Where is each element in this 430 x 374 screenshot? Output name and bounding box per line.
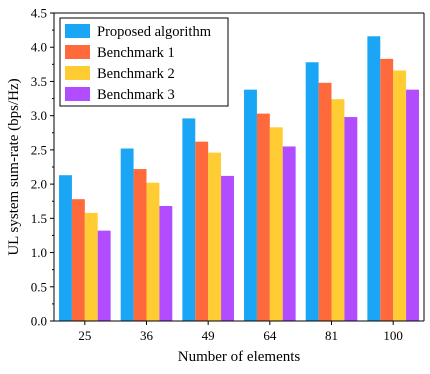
x-tick-label-25: 25 [78,328,91,343]
bar-benchmark-3-25 [97,230,111,321]
bar-proposed-algorithm-25 [59,175,72,321]
bar-benchmark-2-49 [208,152,222,321]
x-tick-label-64: 64 [263,328,277,343]
bar-proposed-algorithm-36 [120,148,134,321]
legend-swatch-2 [65,66,90,80]
legend: Proposed algorithm Benchmark 1 Benchmark 2… [59,17,229,107]
legend-swatch-0 [65,24,90,38]
y-tick-label-0.0: 0.0 [31,314,47,329]
x-tick-label-49: 49 [202,328,215,343]
legend-label-3: Benchmark 3 [97,87,175,103]
legend-label-0: Proposed algorithm [97,24,212,40]
x-tick-label-100: 100 [383,328,403,343]
bar-proposed-algorithm-49 [182,118,196,322]
legend-label-1: Benchmark 1 [97,45,175,61]
legend-swatch-3 [65,87,90,101]
bar-proposed-algorithm-64 [244,89,257,321]
x-axis-label: Number of elements [178,349,301,365]
bar-benchmark-3-64 [282,146,296,321]
bar-benchmark-2-36 [146,182,160,321]
bar-benchmark-2-100 [393,70,407,322]
y-tick-label-3.5: 3.5 [31,74,47,89]
x-tick-label-81: 81 [325,328,338,343]
y-tick-label-4.0: 4.0 [31,40,47,55]
bar-benchmark-2-81 [331,99,345,322]
bar-benchmark-1-49 [195,141,209,321]
bar-benchmark-3-100 [406,89,419,321]
x-tick-label-36: 36 [140,328,154,343]
bar-benchmark-2-25 [84,212,98,321]
bar-benchmark-3-49 [221,175,234,321]
y-axis-label: UL system sum-rate (bps/Hz) [6,78,22,255]
y-tick-label-1.5: 1.5 [31,211,47,226]
legend-label-2: Benchmark 2 [97,66,175,82]
bar-benchmark-1-100 [380,58,394,322]
bar-benchmark-1-25 [71,199,85,321]
bar-benchmark-1-64 [256,113,270,321]
y-tick-label-0.5: 0.5 [31,279,47,294]
bar-proposed-algorithm-81 [305,62,319,321]
bar-benchmark-1-36 [133,169,147,321]
bar-benchmark-3-36 [159,206,173,321]
bar-benchmark-1-81 [318,82,332,321]
y-tick-label-3.0: 3.0 [31,108,47,123]
legend-swatch-1 [65,45,90,59]
y-tick-label-1.0: 1.0 [31,245,47,260]
bar-benchmark-3-81 [344,117,358,321]
axes-layer: 0.0 0.5 1.0 1.5 2.0 2.5 3.0 3.5 4.0 4.5 25 36 49 64 81… [31,6,425,343]
bars-layer [59,36,419,322]
y-tick-label-2.0: 2.0 [31,177,47,192]
y-tick-label-2.5: 2.5 [31,142,47,157]
bar-benchmark-2-64 [269,127,283,321]
y-tick-label-4.5: 4.5 [31,6,47,21]
bar-proposed-algorithm-100 [367,36,381,322]
